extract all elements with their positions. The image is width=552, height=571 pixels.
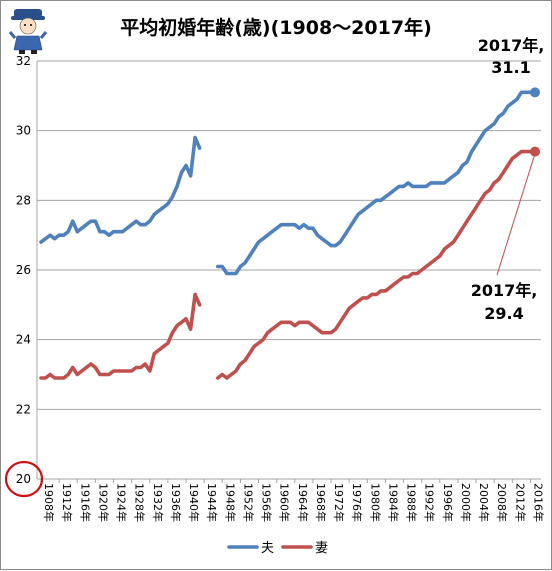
x-tick-label: 1988年	[405, 483, 419, 522]
x-axis: 1908年 1912年 1916年 1920年 1924年 1928年 1932年 1936年…	[40, 479, 545, 522]
legend-label-husband: 夫	[261, 541, 274, 556]
x-tick-label: 1976年	[350, 483, 364, 522]
y-axis: 20 22 24 26 28 30 32	[16, 54, 31, 486]
x-tick-label: 1952年	[241, 483, 255, 522]
x-tick-label: 2012年	[513, 483, 527, 522]
x-tick-label: 1908年	[42, 483, 56, 522]
series-line-wife-1	[216, 149, 537, 380]
chart-title: 平均初婚年齢(歳)(1908～2017年)	[120, 16, 432, 39]
x-tick-label: 1944年	[205, 483, 219, 522]
grid-lines	[36, 60, 541, 480]
x-tick-label: 1912年	[60, 483, 74, 522]
annotation-leader-line	[496, 153, 536, 276]
x-tick-label: 1940年	[187, 483, 201, 522]
annotation-wife-value: 29.4	[484, 304, 523, 323]
x-tick-label: 1964年	[296, 483, 310, 522]
x-tick-label: 2016年	[531, 483, 545, 522]
x-tick-label: 2008年	[495, 483, 509, 522]
x-tick-label: 1996年	[441, 483, 455, 522]
x-tick-label: 1936年	[169, 483, 183, 522]
x-tick-label: 1968年	[314, 483, 328, 522]
x-tick-label: 1948年	[223, 483, 237, 522]
series-lines	[39, 87, 540, 380]
x-tick-label: 1928年	[133, 483, 147, 522]
x-tick-label: 1984年	[386, 483, 400, 522]
y-tick-label: 30	[16, 124, 31, 138]
x-tick-label: 2000年	[459, 483, 473, 522]
y-tick-label: 22	[16, 402, 31, 416]
x-tick-label: 1972年	[332, 483, 346, 522]
annotations: 2017年, 31.1 2017年, 29.4	[471, 36, 545, 323]
x-tick-label: 1960年	[278, 483, 292, 522]
annotation-husband-value: 31.1	[491, 58, 530, 77]
endpoint-marker-husband	[530, 87, 540, 98]
series-line-husband-1	[216, 90, 537, 276]
y-tick-label: 26	[16, 263, 31, 277]
x-tick-label: 1924年	[115, 483, 129, 522]
x-tick-label: 1932年	[151, 483, 165, 522]
y-tick-label: 24	[16, 333, 31, 347]
y-tick-label: 20	[16, 472, 31, 486]
baseline-highlight-circle	[4, 460, 44, 498]
x-tick-label: 2004年	[477, 483, 491, 522]
annotation-husband-label: 2017年,	[478, 36, 545, 55]
x-tick-label: 1916年	[78, 483, 92, 522]
x-tick-label: 1980年	[368, 483, 382, 522]
x-tick-label: 1920年	[96, 483, 110, 522]
mascot-icon	[8, 9, 48, 54]
legend-label-wife: 妻	[315, 541, 328, 556]
endpoint-marker-wife	[530, 146, 540, 157]
series-line-husband-0	[39, 135, 202, 244]
y-tick-label: 28	[16, 193, 31, 207]
x-tick-label: 1956年	[260, 483, 274, 522]
annotation-wife-label: 2017年,	[471, 281, 538, 300]
y-tick-label: 32	[16, 54, 31, 68]
legend: 夫妻	[227, 541, 328, 556]
x-tick-label: 1992年	[423, 483, 437, 522]
series-line-wife-0	[39, 292, 202, 380]
